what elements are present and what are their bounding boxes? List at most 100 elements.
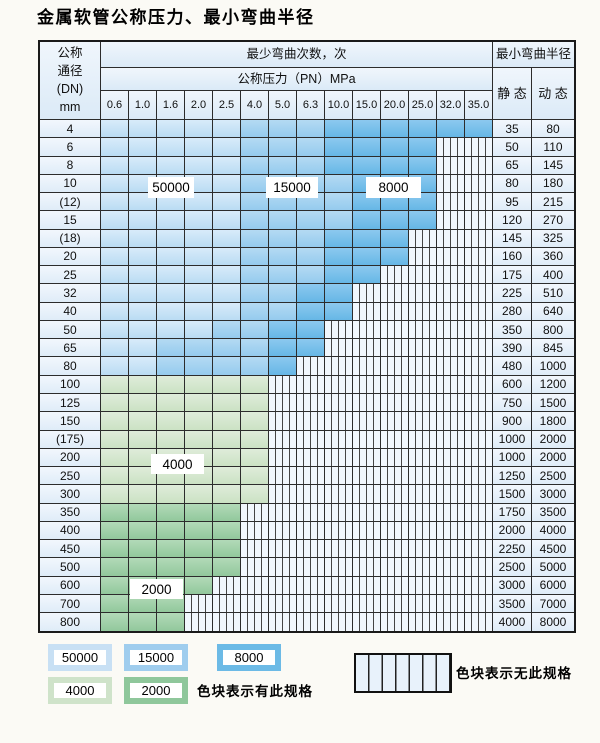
spec-cell-dn6-pn32.0 xyxy=(437,138,465,157)
spec-cell-dn800-pn2.5 xyxy=(213,613,241,632)
spec-cell-dn18-pn0.6 xyxy=(101,229,129,248)
bend-count-label-50000: 50000 xyxy=(148,177,194,198)
spec-cell-dn125-pn35.0 xyxy=(465,393,493,413)
spec-cell-dn125-pn20.0 xyxy=(381,393,409,413)
spec-cell-dn80-pn10.0 xyxy=(325,357,353,376)
static-radius-cell: 1250 xyxy=(493,467,532,486)
dynamic-radius-cell: 1200 xyxy=(532,375,574,394)
spec-cell-dn80-pn1.6 xyxy=(157,357,185,376)
spec-cell-dn20-pn6.3 xyxy=(297,247,325,267)
spec-cell-dn25-pn2.0 xyxy=(185,266,213,285)
spec-cell-dn20-pn10.0 xyxy=(325,247,353,267)
spec-cell-dn250-pn10.0 xyxy=(325,467,353,486)
spec-cell-dn10-pn0.6 xyxy=(101,174,129,194)
spec-cell-dn8-pn1.6 xyxy=(157,156,185,175)
spec-cell-dn100-pn15.0 xyxy=(353,375,381,394)
static-radius-cell: 1000 xyxy=(493,430,532,449)
spec-cell-dn500-pn20.0 xyxy=(381,558,409,577)
spec-cell-dn6-pn10.0 xyxy=(325,138,353,157)
spec-cell-dn450-pn20.0 xyxy=(381,540,409,559)
static-radius-cell: 120 xyxy=(493,211,532,230)
spec-cell-dn4-pn1.6 xyxy=(157,120,185,139)
spec-cell-dn600-pn2.0 xyxy=(185,576,213,595)
spec-cell-dn300-pn10.0 xyxy=(325,485,353,504)
spec-cell-dn700-pn1.6 xyxy=(157,594,185,614)
static-radius-cell: 3500 xyxy=(493,594,532,614)
spec-cell-dn80-pn25.0 xyxy=(409,357,437,376)
spec-cell-dn250-pn2.5 xyxy=(213,467,241,486)
spec-cell-dn18-pn1.0 xyxy=(129,229,157,248)
spec-cell-dn800-pn20.0 xyxy=(381,613,409,632)
spec-cell-dn175-pn35.0 xyxy=(465,430,493,449)
spec-cell-dn125-pn2.0 xyxy=(185,393,213,413)
spec-cell-dn50-pn20.0 xyxy=(381,320,409,340)
dn-cell: 300 xyxy=(40,485,101,504)
spec-cell-dn450-pn5.0 xyxy=(269,540,297,559)
static-radius-cell: 2250 xyxy=(493,540,532,559)
dn-cell: 450 xyxy=(40,540,101,559)
spec-cell-dn18-pn1.6 xyxy=(157,229,185,248)
spec-cell-dn65-pn25.0 xyxy=(409,339,437,358)
spec-cell-dn25-pn25.0 xyxy=(409,266,437,285)
spec-cell-dn100-pn20.0 xyxy=(381,375,409,394)
no-spec-striped-swatch xyxy=(354,653,452,693)
spec-cell-dn150-pn1.0 xyxy=(129,412,157,431)
spec-cell-dn40-pn1.0 xyxy=(129,302,157,321)
spec-cell-dn32-pn4.0 xyxy=(241,284,269,303)
spec-cell-dn50-pn15.0 xyxy=(353,320,381,340)
dynamic-radius-cell: 400 xyxy=(532,266,574,285)
spec-cell-dn150-pn2.0 xyxy=(185,412,213,431)
spec-cell-dn200-pn6.3 xyxy=(297,448,325,468)
pressure-tick-1.0: 1.0 xyxy=(129,91,157,120)
spec-cell-dn200-pn20.0 xyxy=(381,448,409,468)
spec-cell-dn25-pn35.0 xyxy=(465,266,493,285)
spec-cell-dn150-pn10.0 xyxy=(325,412,353,431)
spec-cell-dn700-pn20.0 xyxy=(381,594,409,614)
spec-cell-dn80-pn2.5 xyxy=(213,357,241,376)
static-radius-cell: 145 xyxy=(493,229,532,248)
spec-cell-dn250-pn1.0 xyxy=(129,467,157,486)
spec-cell-dn200-pn5.0 xyxy=(269,448,297,468)
spec-cell-dn500-pn32.0 xyxy=(437,558,465,577)
spec-cell-dn350-pn35.0 xyxy=(465,503,493,522)
dynamic-radius-cell: 6000 xyxy=(532,576,574,595)
page-title: 金属软管公称压力、最小弯曲半径 xyxy=(37,8,315,28)
spec-cell-dn250-pn25.0 xyxy=(409,467,437,486)
spec-cell-dn8-pn1.0 xyxy=(129,156,157,175)
static-radius-cell: 175 xyxy=(493,266,532,285)
static-radius-cell: 350 xyxy=(493,320,532,340)
dynamic-radius-cell: 640 xyxy=(532,302,574,321)
spec-cell-dn6-pn4.0 xyxy=(241,138,269,157)
spec-cell-dn6-pn35.0 xyxy=(465,138,493,157)
spec-cell-dn600-pn2.5 xyxy=(213,576,241,595)
spec-cell-dn80-pn20.0 xyxy=(381,357,409,376)
spec-cell-dn65-pn5.0 xyxy=(269,339,297,358)
dynamic-radius-cell: 80 xyxy=(532,120,574,139)
dynamic-radius-cell: 3000 xyxy=(532,485,574,504)
legend-swatch-4000: 4000 xyxy=(48,677,112,704)
spec-cell-dn500-pn0.6 xyxy=(101,558,129,577)
spec-cell-dn250-pn0.6 xyxy=(101,467,129,486)
spec-cell-dn100-pn5.0 xyxy=(269,375,297,394)
dn-cell: 80 xyxy=(40,357,101,376)
bend-count-label-15000: 15000 xyxy=(266,177,318,198)
spec-cell-dn350-pn20.0 xyxy=(381,503,409,522)
dynamic-radius-cell: 3500 xyxy=(532,503,574,522)
min-bend-radius-header: 最小弯曲半径 xyxy=(493,42,574,68)
spec-cell-dn150-pn4.0 xyxy=(241,412,269,431)
dn-cell: 20 xyxy=(40,247,101,267)
spec-cell-dn25-pn5.0 xyxy=(269,266,297,285)
spec-cell-dn600-pn35.0 xyxy=(465,576,493,595)
dynamic-radius-cell: 800 xyxy=(532,320,574,340)
spec-cell-dn250-pn5.0 xyxy=(269,467,297,486)
dn-cell: 65 xyxy=(40,339,101,358)
legend-has-spec-text: 色块表示有此规格 xyxy=(197,684,313,699)
static-column-header: 静 态 xyxy=(493,68,532,120)
spec-cell-dn700-pn1.0 xyxy=(129,594,157,614)
static-radius-cell: 160 xyxy=(493,247,532,267)
spec-cell-dn25-pn0.6 xyxy=(101,266,129,285)
spec-cell-dn65-pn1.0 xyxy=(129,339,157,358)
spec-cell-dn300-pn2.5 xyxy=(213,485,241,504)
spec-cell-dn175-pn2.0 xyxy=(185,430,213,449)
spec-cell-dn400-pn35.0 xyxy=(465,521,493,541)
